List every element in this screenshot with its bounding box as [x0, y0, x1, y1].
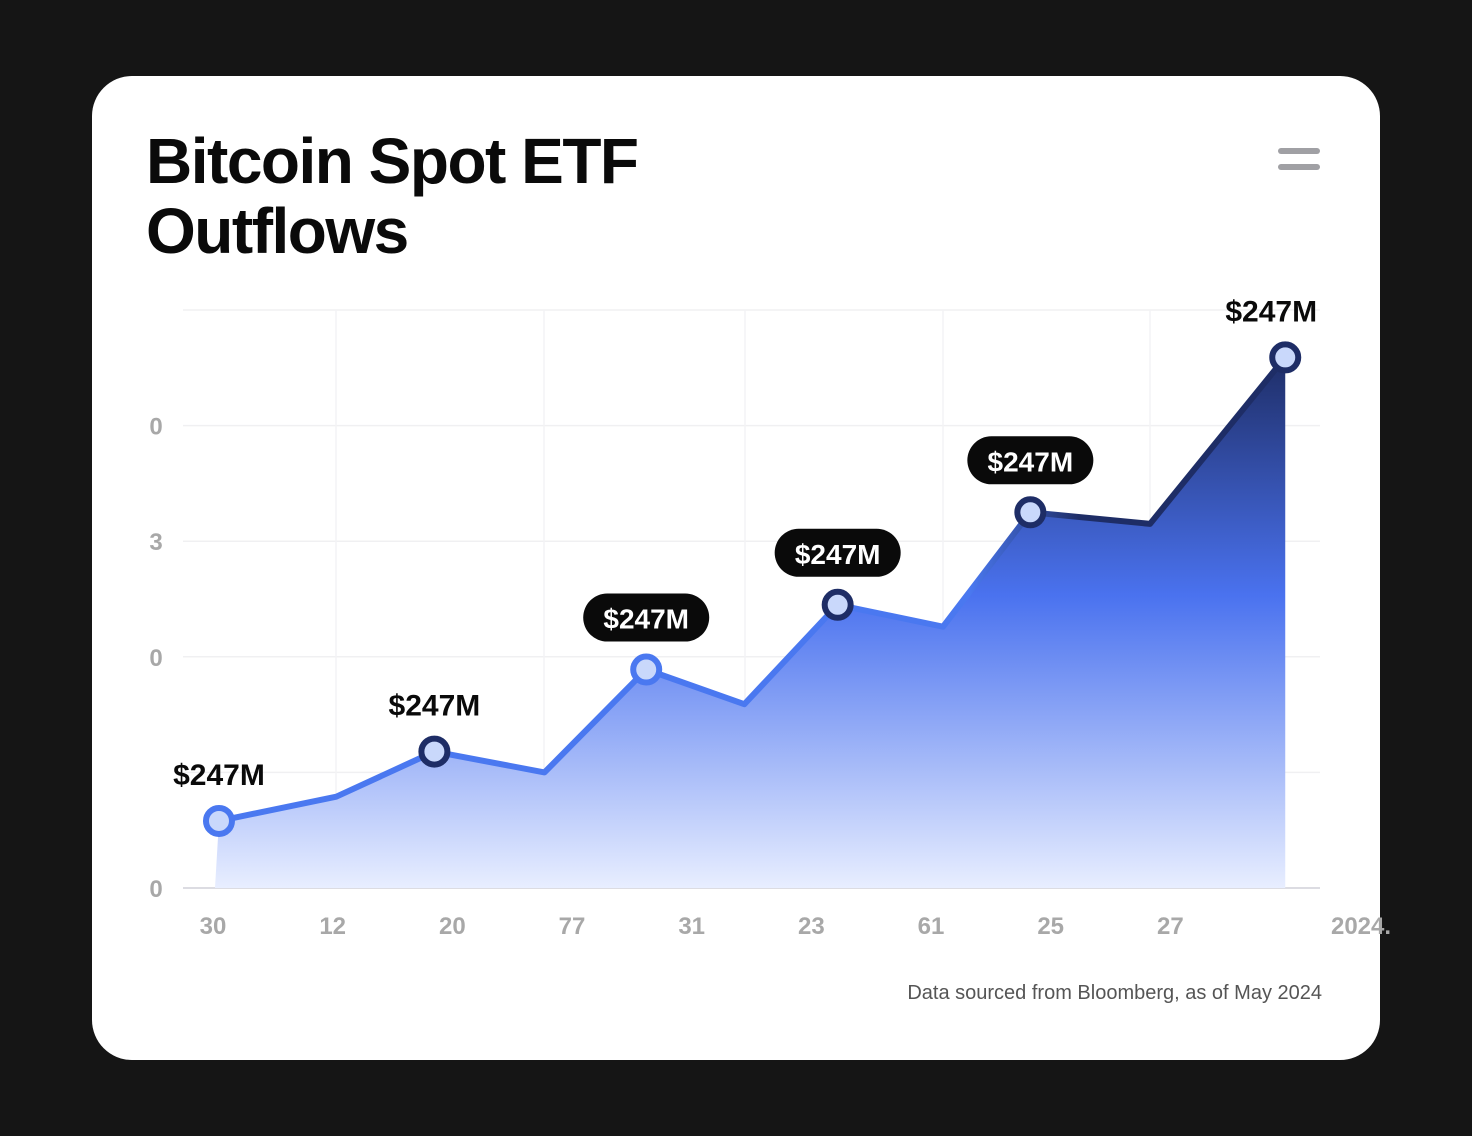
data-label: $247M [1225, 295, 1317, 328]
data-label: $247M [795, 539, 881, 570]
x-tick-label: 23 [798, 913, 825, 940]
chart-title: Bitcoin Spot ETF Outflows [146, 125, 639, 267]
x-tick-label: 31 [678, 913, 705, 940]
data-label: $247M [603, 604, 689, 635]
data-point-marker [202, 804, 235, 837]
x-tick-label: 2024. [1331, 913, 1391, 940]
data-label-pill [583, 593, 710, 642]
data-point-marker [1014, 496, 1047, 529]
data-point-marker [630, 653, 663, 686]
y-tick-label: 0 [149, 645, 162, 672]
area-fill [214, 357, 1286, 888]
x-tick-label: 61 [918, 913, 945, 940]
data-point-marker [821, 588, 854, 621]
y-tick-label: 3 [149, 529, 162, 556]
hamburger-menu-icon[interactable] [1278, 148, 1320, 174]
data-point-marker [1269, 341, 1302, 374]
data-label: $247M [389, 690, 481, 723]
y-tick-label: 0 [149, 876, 162, 903]
data-point-marker [418, 735, 451, 768]
x-tick-label: 30 [200, 913, 227, 940]
data-label: $247M [988, 446, 1074, 477]
data-label-pill [774, 528, 901, 577]
y-tick-label: 0 [149, 414, 162, 441]
data-label: $247M [173, 759, 265, 792]
data-label-pill [967, 436, 1094, 485]
x-tick-label: 25 [1037, 913, 1064, 940]
x-tick-label: 12 [319, 913, 346, 940]
series-line [218, 355, 1288, 824]
x-tick-label: 20 [439, 913, 466, 940]
x-tick-label: 27 [1157, 913, 1184, 940]
x-tick-label: 77 [559, 913, 586, 940]
source-note: Data sourced from Bloomberg, as of May 2… [907, 982, 1322, 1004]
